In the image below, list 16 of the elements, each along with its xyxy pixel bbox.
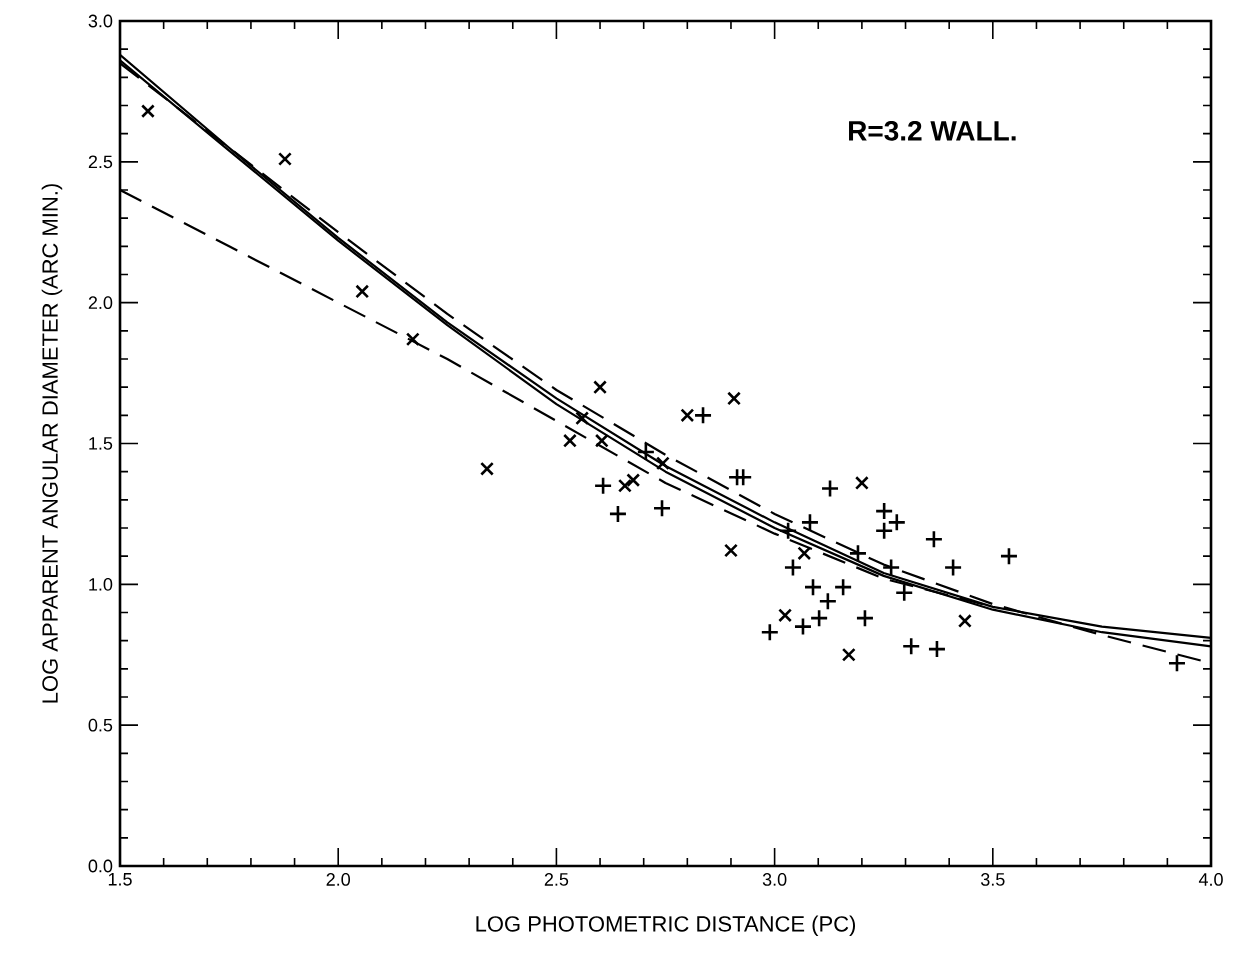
y-tick-label: 2.5 [88,155,113,169]
x-tick-label: 4.0 [1198,873,1223,886]
x-tick-label: 3.0 [762,873,787,886]
x-tick-label: 3.5 [980,873,1005,886]
y-tick-label: 3.0 [88,14,113,28]
y-axis-title: LOG APPARENT ANGULAR DIAMETER (ARC MIN.) [41,184,63,703]
x-tick-label: 2.0 [326,873,351,886]
x-tick-label: 2.5 [544,873,569,886]
y-tick-label: 1.5 [89,437,113,450]
x-tick-label: 1.5 [108,873,132,886]
y-tick-label: 0.0 [88,859,113,873]
y-tick-label: 2.0 [88,296,113,310]
annotation: R=3.2 WALL. [849,120,1016,141]
y-tick-label: 0.5 [88,718,113,732]
y-tick-label: 1.0 [89,577,113,591]
x-axis-title: LOG PHOTOMETRIC DISTANCE (PC) [476,915,856,937]
